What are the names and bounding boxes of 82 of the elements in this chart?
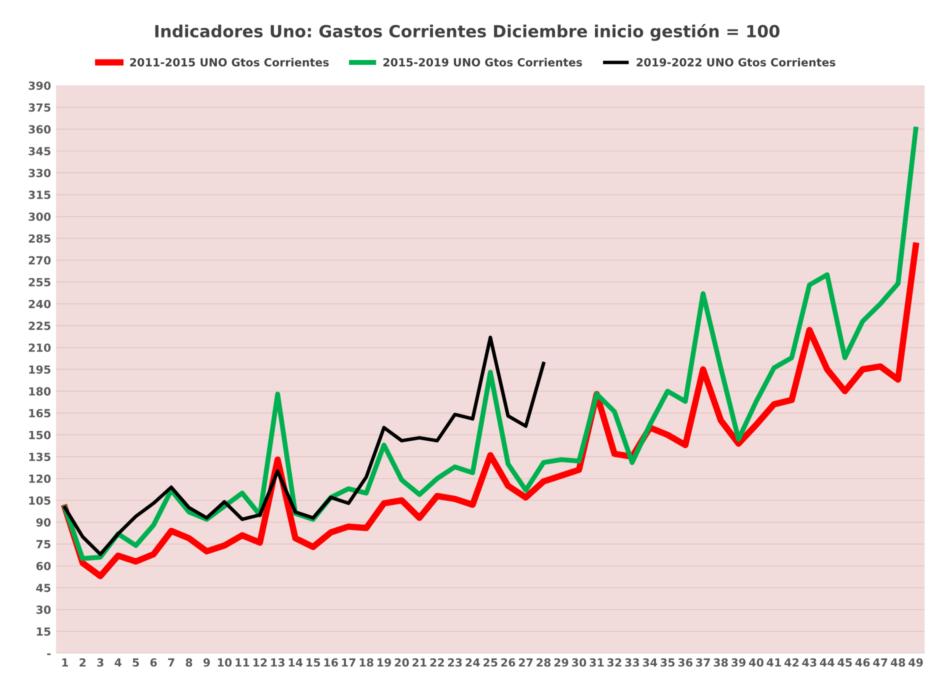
x-tick-label: 48 [890, 658, 906, 667]
x-tick-label: 22 [430, 658, 444, 667]
x-tick-label: 15 [306, 658, 320, 667]
y-tick-label: 345 [28, 146, 50, 156]
x-tick-label: 43 [802, 658, 816, 667]
x-tick-label: 33 [625, 658, 640, 667]
x-tick-label: 12 [253, 658, 267, 667]
x-tick-label: 41 [766, 658, 781, 667]
x-tick-label: 29 [554, 658, 568, 667]
x-tick-label: 9 [203, 658, 210, 667]
y-tick-label: 120 [29, 474, 51, 483]
y-tick-label: 45 [36, 584, 50, 592]
y-tick-label: 135 [29, 452, 50, 462]
y-tick-label: 240 [28, 300, 51, 308]
x-tick-label: 23 [448, 658, 462, 667]
y-tick-label: 270 [28, 256, 51, 265]
y-tick-label: 375 [28, 103, 50, 112]
chart-title: Indicadores Uno: Gastos Corrientes Diciembre inicio gestión = 100 [155, 24, 780, 41]
y-tick-label: 330 [28, 168, 51, 178]
y-tick-label: 195 [29, 365, 50, 374]
y-tick-label: 60 [36, 562, 51, 570]
x-tick-label: 44 [820, 658, 834, 667]
y-tick-label: 180 [29, 387, 51, 396]
x-tick-label: 35 [660, 658, 675, 667]
x-tick-label: 20 [394, 658, 409, 667]
x-tick-label: 38 [714, 658, 728, 667]
x-tick-label: 25 [484, 658, 498, 667]
x-tick-label: 24 [466, 658, 480, 667]
x-tick-label: 17 [342, 658, 356, 667]
line-series [63, 336, 546, 556]
x-tick-label: 1 [62, 658, 68, 667]
y-tick-label: 390 [28, 81, 51, 90]
y-tick-label: 150 [29, 430, 51, 440]
y-tick-label: 360 [28, 125, 51, 134]
y-tick-label: 15 [36, 628, 50, 636]
legend-label: 2015-2019 UNO Gtos Corrientes [383, 58, 582, 66]
x-tick-label: 49 [908, 658, 923, 667]
x-tick-label: 4 [114, 658, 122, 667]
x-tick-label: 36 [678, 658, 692, 667]
x-tick-label: 45 [838, 658, 852, 667]
x-tick-label: 14 [288, 658, 303, 667]
x-tick-label: 2 [80, 658, 86, 667]
x-tick-label: 11 [236, 658, 250, 667]
x-tick-label: 13 [271, 658, 284, 667]
legend-label: 2019-2022 UNO Gtos Corrientes [636, 58, 836, 66]
x-tick-label: 40 [749, 658, 764, 667]
x-tick-label: 3 [97, 658, 104, 667]
x-tick-label: 31 [590, 658, 604, 667]
x-tick-label: 26 [501, 658, 516, 667]
x-tick-label: 19 [378, 658, 392, 667]
x-tick-label: 8 [186, 658, 192, 667]
x-tick-label: 34 [642, 658, 658, 667]
x-tick-label: 5 [132, 658, 139, 667]
y-tick-label: 90 [36, 518, 51, 527]
x-tick-label: 39 [732, 658, 746, 667]
legend-label: 2011-2015 UNO Gtos Corrientes [130, 58, 329, 66]
y-tick-label: - [47, 653, 51, 656]
x-tick-label: 30 [572, 658, 586, 667]
y-tick-label: 315 [28, 190, 50, 200]
x-tick-label: 16 [324, 658, 338, 667]
x-tick-label: 32 [607, 658, 622, 667]
y-tick-label: 105 [29, 496, 50, 505]
x-tick-label: 18 [360, 658, 374, 667]
y-tick-label: 210 [28, 344, 51, 352]
x-tick-label: 46 [855, 658, 870, 667]
y-tick-label: 75 [36, 540, 50, 548]
x-tick-label: 28 [536, 658, 551, 667]
x-tick-label: 10 [218, 658, 232, 667]
x-tick-label: 21 [412, 658, 426, 667]
y-tick-label: 165 [29, 409, 50, 418]
x-tick-label: 37 [696, 658, 710, 667]
y-tick-label: 225 [28, 322, 50, 330]
x-tick-label: 27 [518, 658, 533, 667]
y-tick-label: 255 [28, 278, 50, 286]
y-tick-label: 300 [28, 212, 51, 221]
line-series [62, 126, 918, 562]
x-tick-label: 47 [873, 658, 888, 667]
x-tick-label: 6 [150, 658, 157, 667]
y-tick-label: 285 [28, 234, 50, 243]
x-tick-label: 42 [784, 658, 798, 667]
y-tick-label: 30 [36, 606, 51, 614]
x-tick-label: 7 [168, 658, 174, 667]
